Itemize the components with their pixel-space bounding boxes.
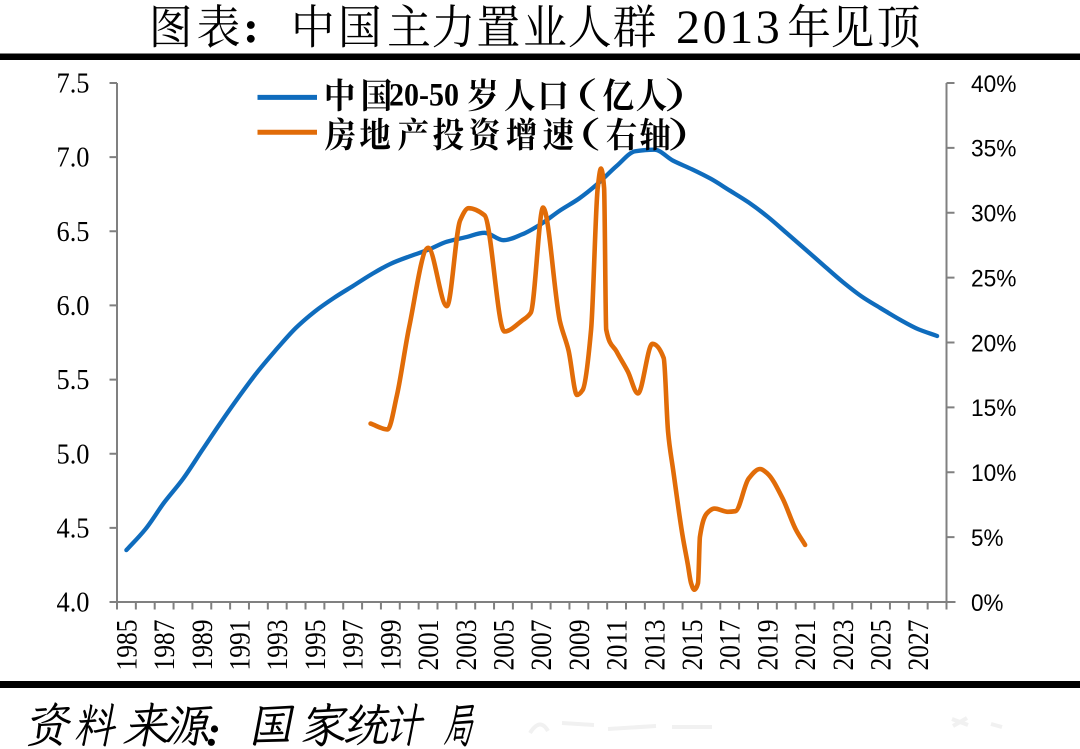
svg-text:1997: 1997	[337, 620, 370, 671]
svg-text:2013: 2013	[676, 1, 782, 54]
svg-text:2021: 2021	[789, 620, 822, 671]
svg-text:5.0: 5.0	[57, 438, 90, 470]
svg-text:4.5: 4.5	[57, 513, 90, 545]
svg-text:2007: 2007	[525, 620, 558, 671]
svg-text:4.0: 4.0	[57, 587, 90, 619]
svg-text:6.5: 6.5	[57, 216, 90, 248]
svg-text:2017: 2017	[714, 620, 747, 671]
svg-text:25%: 25%	[971, 265, 1017, 292]
svg-text:15%: 15%	[971, 395, 1017, 422]
svg-text:2009: 2009	[563, 620, 596, 671]
svg-text:35%: 35%	[971, 136, 1017, 163]
svg-text:10%: 10%	[971, 460, 1017, 487]
svg-text:2025: 2025	[865, 620, 898, 671]
svg-text:2019: 2019	[751, 620, 784, 671]
svg-text:2001: 2001	[412, 620, 445, 671]
svg-text:1985: 1985	[110, 620, 143, 671]
svg-text:2023: 2023	[827, 620, 860, 671]
svg-text:20%: 20%	[971, 330, 1017, 357]
svg-text:1989: 1989	[186, 620, 219, 671]
svg-text:20-50: 20-50	[389, 78, 459, 114]
svg-text:5%: 5%	[971, 525, 1004, 552]
svg-text:1999: 1999	[374, 620, 407, 671]
svg-text:6.0: 6.0	[57, 290, 90, 322]
svg-text:2027: 2027	[902, 620, 935, 671]
svg-text:1993: 1993	[261, 620, 294, 671]
svg-text:2005: 2005	[488, 620, 521, 671]
svg-text:0%: 0%	[971, 590, 1004, 617]
svg-text:1987: 1987	[148, 620, 181, 671]
svg-text:5.5: 5.5	[57, 364, 90, 396]
svg-text:1991: 1991	[224, 620, 257, 671]
svg-text:1995: 1995	[299, 620, 332, 671]
svg-text:2015: 2015	[676, 620, 709, 671]
svg-text:7.0: 7.0	[57, 142, 90, 174]
svg-text:40%: 40%	[971, 71, 1017, 98]
svg-text:2013: 2013	[638, 620, 671, 671]
svg-text:2003: 2003	[450, 620, 483, 671]
svg-text:30%: 30%	[971, 201, 1017, 228]
svg-text:2011: 2011	[601, 620, 634, 671]
svg-text:7.5: 7.5	[57, 68, 90, 100]
